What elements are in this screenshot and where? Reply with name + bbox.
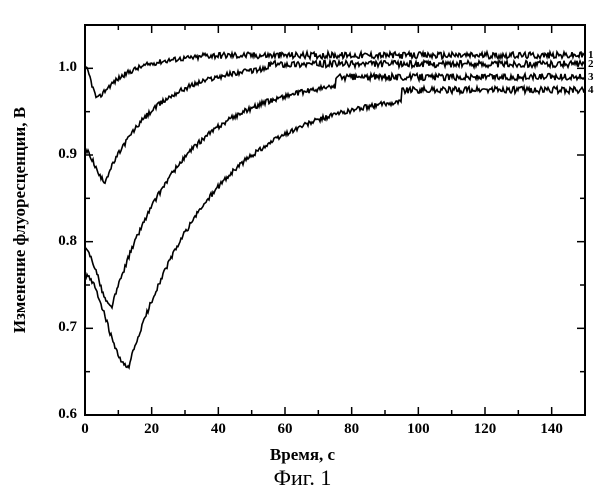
figure-caption: Фиг. 1 [0, 465, 605, 491]
x-tick-label: 0 [70, 421, 100, 438]
series-label-4: 4 [588, 84, 594, 96]
x-axis-label: Время, с [0, 445, 605, 465]
x-tick-label: 100 [403, 421, 433, 438]
series-3 [85, 74, 585, 308]
y-tick-label: 0.6 [58, 406, 77, 423]
x-tick-label: 40 [203, 421, 233, 438]
y-axis-label: Изменение флуоресценции, В [10, 107, 30, 333]
x-tick-label: 140 [537, 421, 567, 438]
y-tick-label: 1.0 [58, 59, 77, 76]
y-tick-label: 0.7 [58, 319, 77, 336]
series-label-3: 3 [588, 71, 594, 83]
x-tick-label: 120 [470, 421, 500, 438]
x-tick-label: 60 [270, 421, 300, 438]
x-tick-label: 20 [137, 421, 167, 438]
y-tick-label: 0.8 [58, 233, 77, 250]
series-label-2: 2 [588, 58, 594, 70]
y-tick-label: 0.9 [58, 146, 77, 163]
x-tick-label: 80 [337, 421, 367, 438]
series-4 [85, 87, 585, 368]
